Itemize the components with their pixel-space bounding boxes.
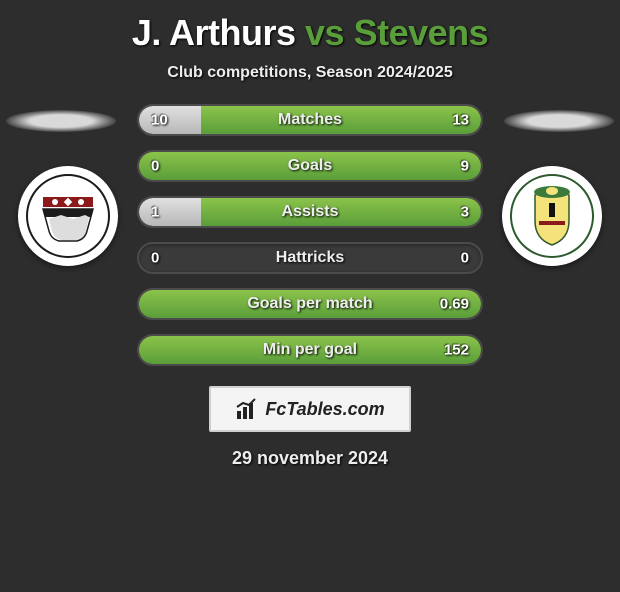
stat-fill-left [139, 198, 201, 226]
vs-connector: vs [305, 12, 344, 53]
stat-value-right: 152 [444, 342, 469, 359]
comparison-arena: 1013Matches09Goals13Assists00Hattricks0.… [0, 104, 620, 366]
stat-label: Goals [288, 157, 332, 175]
comparison-title: J. Arthurs vs Stevens [0, 12, 620, 54]
season-subtitle: Club competitions, Season 2024/2025 [0, 64, 620, 82]
stat-bars: 1013Matches09Goals13Assists00Hattricks0.… [137, 104, 483, 366]
club-crest-right [502, 166, 602, 266]
player2-name: Stevens [354, 12, 489, 53]
crest-left-icon [25, 173, 111, 259]
stat-bar: 0.69 Goals per match [137, 288, 483, 320]
stat-value-left: 0 [151, 250, 159, 267]
stat-bar: 10 13 Matches [137, 104, 483, 136]
stat-value-left: 10 [151, 112, 168, 129]
stat-label: Hattricks [276, 249, 344, 267]
stat-value-left: 1 [151, 204, 159, 221]
stat-bar: 0 9 Goals [137, 150, 483, 182]
snapshot-date: 29 november 2024 [0, 448, 620, 469]
stat-bar: 1 3 Assists [137, 196, 483, 228]
brand-text: FcTables.com [265, 399, 384, 420]
stat-label: Matches [278, 111, 342, 129]
stat-label: Goals per match [247, 295, 372, 313]
stat-value-right: 0.69 [440, 296, 469, 313]
stat-fill-left [139, 106, 201, 134]
stat-value-right: 9 [461, 158, 469, 175]
brand-chart-icon [235, 397, 259, 421]
stat-label: Min per goal [263, 341, 357, 359]
stat-value-right: 0 [461, 250, 469, 267]
stat-value-left: 0 [151, 158, 159, 175]
crest-right-icon [509, 173, 595, 259]
spotlight-left [6, 110, 116, 132]
stat-fill-right [201, 198, 481, 226]
spotlight-right [504, 110, 614, 132]
brand-badge: FcTables.com [209, 386, 411, 432]
player1-name: J. Arthurs [132, 12, 296, 53]
stat-value-right: 3 [461, 204, 469, 221]
stat-bar: 152 Min per goal [137, 334, 483, 366]
stat-value-right: 13 [452, 112, 469, 129]
stat-bar: 0 0 Hattricks [137, 242, 483, 274]
club-crest-left [18, 166, 118, 266]
stat-label: Assists [282, 203, 339, 221]
